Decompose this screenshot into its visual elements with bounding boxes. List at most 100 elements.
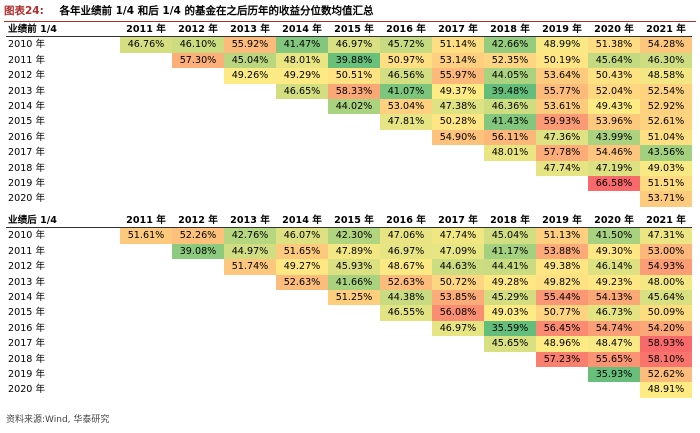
- data-cell: 49.28%: [484, 274, 536, 290]
- column-header-year: 2016 年: [380, 213, 432, 229]
- empty-cell: [484, 367, 536, 382]
- empty-cell: [484, 161, 536, 176]
- empty-cell: [224, 336, 276, 351]
- empty-cell: [224, 191, 276, 206]
- empty-cell: [120, 68, 172, 83]
- data-cell: 48.01%: [484, 145, 536, 161]
- data-cell: 52.63%: [380, 274, 432, 290]
- empty-cell: [484, 191, 536, 206]
- data-cell: 46.14%: [588, 259, 640, 275]
- empty-cell: [224, 99, 276, 114]
- data-cell: 55.77%: [536, 83, 588, 99]
- row-header-year: 2018 年: [8, 353, 46, 365]
- data-cell: 41.17%: [484, 243, 536, 260]
- column-header-year: 2011 年: [120, 22, 172, 38]
- column-header-year: 2013 年: [224, 213, 276, 229]
- empty-cell: [536, 191, 588, 206]
- data-cell: 44.02%: [328, 98, 380, 115]
- column-header-year: 2020 年: [588, 22, 640, 38]
- data-cell: 55.65%: [588, 351, 640, 367]
- data-cell: 58.93%: [640, 336, 692, 352]
- data-cell: 45.64%: [640, 289, 692, 306]
- data-cell: 48.99%: [536, 37, 588, 53]
- table-header-label: 业绩后 1/4: [6, 213, 120, 229]
- data-cell: 46.10%: [172, 37, 224, 53]
- data-cell: 47.81%: [380, 114, 432, 130]
- data-cell: 47.89%: [328, 243, 380, 260]
- data-cell: 49.38%: [536, 259, 588, 275]
- data-cell: 49.27%: [276, 259, 328, 275]
- data-cell: 47.06%: [380, 228, 432, 244]
- empty-cell: [380, 130, 432, 145]
- data-cell: 51.25%: [328, 289, 380, 306]
- empty-cell: [536, 176, 588, 191]
- data-cell: 56.08%: [432, 305, 484, 321]
- empty-cell: [276, 382, 328, 397]
- empty-cell: [380, 352, 432, 367]
- empty-cell: [224, 305, 276, 320]
- empty-cell: [172, 68, 224, 83]
- data-cell: 49.82%: [536, 274, 588, 290]
- empty-cell: [380, 382, 432, 397]
- empty-cell: [120, 84, 172, 99]
- row-header-year: 2020 年: [8, 193, 46, 205]
- row-header-year: 2013 年: [8, 85, 46, 97]
- empty-cell: [328, 145, 380, 160]
- empty-cell: [120, 336, 172, 351]
- data-cell: 55.44%: [536, 289, 588, 306]
- data-cell: 52.04%: [588, 83, 640, 99]
- empty-cell: [328, 352, 380, 367]
- column-header-year: 2012 年: [172, 22, 224, 38]
- empty-cell: [120, 275, 172, 290]
- data-cell: 48.91%: [640, 382, 692, 398]
- data-cell: 52.54%: [640, 83, 692, 99]
- row-header-year: 2013 年: [8, 276, 46, 288]
- empty-cell: [224, 130, 276, 145]
- data-cell: 47.19%: [588, 160, 640, 176]
- data-cell: 45.72%: [380, 37, 432, 53]
- data-cell: 51.14%: [432, 37, 484, 53]
- data-cell: 45.29%: [484, 289, 536, 306]
- empty-cell: [484, 382, 536, 397]
- empty-cell: [224, 84, 276, 99]
- empty-cell: [432, 161, 484, 176]
- empty-cell: [224, 367, 276, 382]
- row-header-year: 2017 年: [8, 147, 46, 159]
- row-header-year: 2012 年: [8, 261, 46, 273]
- empty-cell: [276, 176, 328, 191]
- empty-cell: [276, 145, 328, 160]
- empty-cell: [224, 352, 276, 367]
- row-header-year: 2015 年: [8, 116, 46, 128]
- data-cell: 48.00%: [640, 274, 692, 290]
- data-cell: 47.74%: [536, 160, 588, 176]
- figure-label: 图表24:: [4, 5, 44, 17]
- empty-cell: [380, 161, 432, 176]
- empty-cell: [120, 130, 172, 145]
- data-cell: 54.93%: [640, 259, 692, 275]
- empty-cell: [224, 290, 276, 305]
- empty-cell: [432, 382, 484, 397]
- data-cell: 52.62%: [640, 366, 692, 383]
- data-cell: 41.43%: [484, 114, 536, 130]
- data-cell: 53.88%: [536, 243, 588, 260]
- data-cell: 50.43%: [588, 68, 640, 84]
- row-header-year: 2017 年: [8, 338, 46, 350]
- data-cell: 52.35%: [484, 52, 536, 69]
- empty-cell: [224, 176, 276, 191]
- column-header-year: 2021 年: [640, 213, 692, 229]
- empty-cell: [224, 321, 276, 336]
- column-header-year: 2018 年: [484, 22, 536, 38]
- data-cell: 45.65%: [484, 336, 536, 352]
- row-header-year: 2019 年: [8, 368, 46, 380]
- column-header-year: 2014 年: [276, 22, 328, 38]
- data-cell: 51.65%: [276, 243, 328, 260]
- empty-cell: [224, 161, 276, 176]
- data-cell: 42.30%: [328, 228, 380, 244]
- data-cell: 49.03%: [640, 160, 692, 176]
- empty-cell: [328, 367, 380, 382]
- data-cell: 52.63%: [276, 274, 328, 290]
- empty-cell: [172, 290, 224, 305]
- data-cell: 41.07%: [380, 83, 432, 99]
- data-cell: 66.58%: [588, 175, 640, 192]
- empty-cell: [172, 114, 224, 129]
